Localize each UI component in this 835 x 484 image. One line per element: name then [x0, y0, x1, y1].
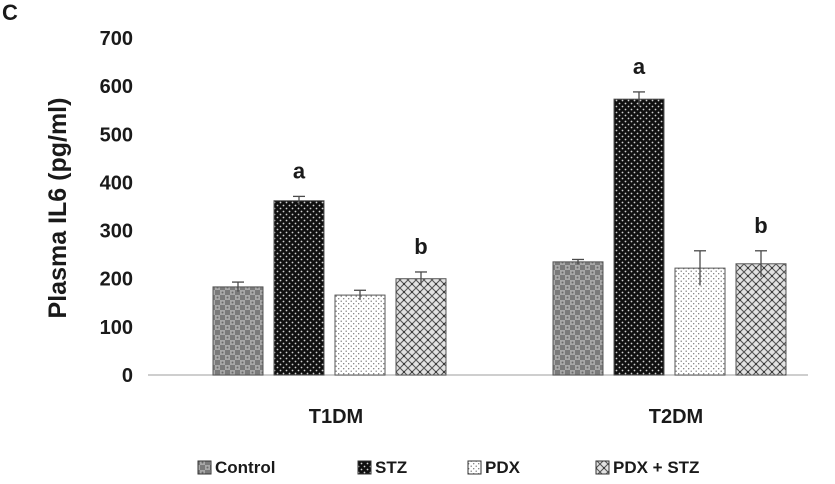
significance-label: b: [414, 234, 427, 259]
significance-label: a: [293, 158, 306, 183]
panel-label: C: [2, 0, 18, 25]
legend-label: PDX + STZ: [613, 458, 699, 477]
bar: [273, 200, 325, 376]
x-tick-label: T1DM: [309, 406, 363, 428]
legend-swatch: [467, 460, 482, 475]
legend-label: Control: [215, 458, 275, 477]
significance-label: a: [633, 54, 646, 79]
bar: [395, 278, 447, 376]
bar: [334, 294, 386, 376]
y-tick-label: 300: [100, 221, 133, 243]
bar: [212, 286, 264, 376]
x-axis-labels: T1DM T2DM: [309, 406, 703, 428]
y-tick-label: 700: [100, 28, 133, 50]
y-axis-ticks: 0 100 200 300 400 500 600 700: [100, 28, 133, 387]
bars-group: a b a b: [212, 54, 787, 376]
y-tick-label: 400: [100, 172, 133, 194]
legend-swatch: [197, 460, 212, 475]
y-tick-label: 0: [122, 365, 133, 387]
y-tick-label: 100: [100, 317, 133, 339]
bar: [674, 267, 726, 376]
x-tick-label: T2DM: [649, 406, 703, 428]
y-tick-label: 600: [100, 76, 133, 98]
bar: [552, 261, 604, 376]
y-axis-label: Plasma IL6 (pg/ml): [44, 98, 72, 319]
legend-label: STZ: [375, 458, 407, 477]
legend: Control STZ PDX PDX + STZ: [197, 458, 699, 477]
legend-swatch: [595, 460, 610, 475]
legend-label: PDX: [485, 458, 521, 477]
significance-label: b: [754, 213, 767, 238]
y-tick-label: 200: [100, 269, 133, 291]
bar: [613, 98, 665, 376]
bar: [735, 263, 787, 376]
legend-swatch: [357, 460, 372, 475]
y-tick-label: 500: [100, 124, 133, 146]
